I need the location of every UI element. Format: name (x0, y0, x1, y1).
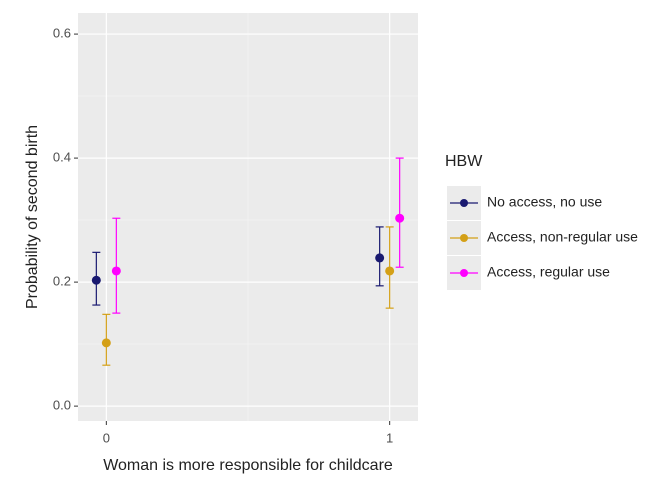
point (91, 275, 101, 285)
x-tick-label: 0 (103, 430, 110, 445)
point (375, 253, 385, 263)
legend-dot (460, 234, 468, 242)
x-tick-label: 1 (386, 430, 393, 445)
y-tick-label: 0.2 (53, 274, 71, 289)
legend-dot (460, 269, 468, 277)
x-axis-title: Woman is more responsible for childcare (103, 457, 393, 474)
legend-label: Access, non-regular use (487, 229, 638, 245)
point (395, 213, 405, 223)
legend-title: HBW (445, 153, 483, 170)
y-axis-title: Probability of second birth (24, 125, 41, 309)
y-tick-label: 0.4 (53, 150, 71, 165)
y-tick-label: 0.0 (53, 398, 71, 413)
legend-label: No access, no use (487, 194, 602, 210)
y-tick-label: 0.6 (53, 26, 71, 41)
point (101, 338, 111, 348)
legend-dot (460, 199, 468, 207)
point (111, 266, 121, 276)
point (385, 266, 395, 276)
legend-label: Access, regular use (487, 264, 610, 280)
